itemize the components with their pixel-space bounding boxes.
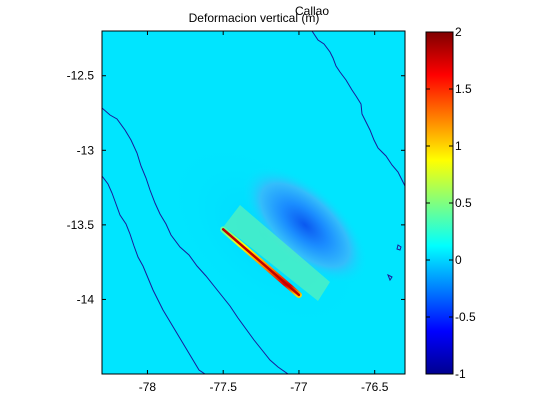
axes-frame	[101, 30, 406, 375]
deformation-field	[164, 139, 369, 331]
colorbar-tick-label: 2	[455, 25, 462, 39]
x-tick-label: -78	[139, 380, 157, 394]
coastlines	[102, 31, 405, 374]
colorbar	[425, 31, 454, 375]
y-tick-label: -13.5	[67, 218, 95, 232]
colorbar-tick-label: 0.5	[455, 196, 472, 210]
y-tick-label: -13	[77, 143, 95, 157]
x-axis: -78 -77.5 -77 -76.5	[139, 31, 389, 394]
x-tick-label: -76.5	[361, 380, 389, 394]
x-tick-label: -77	[290, 380, 308, 394]
uplift-core-line	[221, 228, 301, 297]
uplift-zone	[224, 205, 330, 301]
colorbar-axis: 2 1.5 1 0.5 0 -0.5 -1	[426, 25, 476, 381]
colorbar-tick-label: -0.5	[455, 310, 476, 324]
x-tick-label: -77.5	[210, 380, 238, 394]
chart-title: Deformacion vertical (m)	[189, 11, 320, 25]
coastline	[311, 31, 405, 187]
y-tick-label: -14	[77, 292, 95, 306]
y-tick-label: -12.5	[67, 69, 95, 83]
colorbar-tick-label: 1	[455, 139, 462, 153]
coastline-island	[396, 244, 402, 251]
coastline-island	[387, 273, 393, 282]
subsidence-lobe	[241, 165, 369, 285]
trench-line-outer	[102, 107, 289, 374]
chart-subtitle: Callao	[295, 4, 329, 18]
trench-line-inner	[102, 175, 206, 374]
colorbar-tick-label: 0	[455, 253, 462, 267]
colorbar-tick-label: 1.5	[455, 82, 472, 96]
y-axis: -12.5 -13 -13.5 -14	[67, 69, 405, 306]
colorbar-tick-label: -1	[455, 367, 466, 381]
